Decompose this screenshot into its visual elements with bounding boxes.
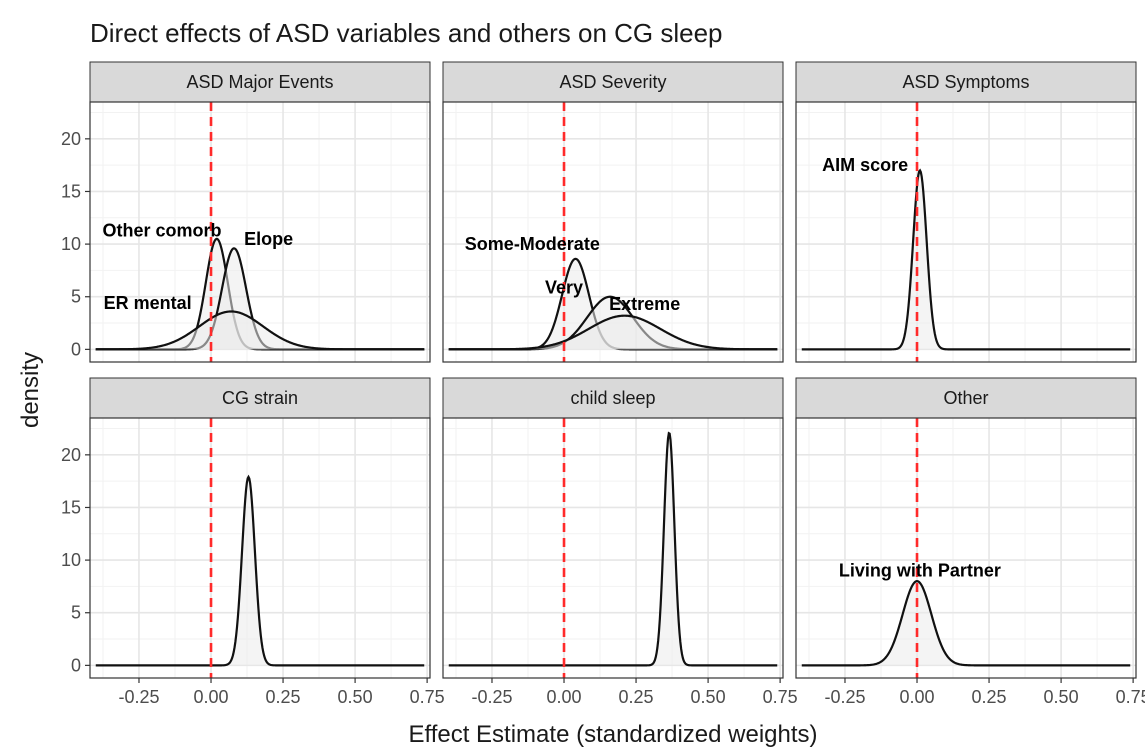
y-tick-label: 15 [61,181,81,201]
chart-title: Direct effects of ASD variables and othe… [90,18,723,48]
panel-background [90,102,430,362]
density-layer [448,431,778,667]
x-tick-label: 0.00 [899,687,934,707]
facet-strip [442,377,784,419]
density-layer [95,237,425,351]
x-tick-label: 0.75 [1116,687,1145,707]
facet-strip-label: child sleep [570,388,655,408]
panel-border [442,417,784,679]
x-tick-label: 0.25 [266,687,301,707]
density-layer [801,168,1131,351]
y-tick-label: 5 [71,603,81,623]
panel-border [795,417,1137,679]
facet-strip [795,377,1137,419]
facet-panel-5: child sleep -0.25 0.00 0.25 0.50 0.75 [442,377,798,707]
facet-panel-4: CG strain 0 5 10 15 20 -0.25 0.00 0.25 0.50 0.75 [61,377,445,707]
facet-panel-1: ASD Major Events Other comorb Elope ER ment… [61,61,431,363]
x-tick-label: -0.25 [118,687,159,707]
panel-background [796,418,1136,678]
density-curve-1 [448,431,778,667]
panel-border [89,101,431,363]
x-tick-label: -0.25 [471,687,512,707]
x-tick-label: -0.25 [824,687,865,707]
facet-strip-label: ASD Major Events [186,72,333,92]
panel-border [442,101,784,363]
series-label: Living with Partner [839,561,1001,581]
density-layer [95,474,425,667]
facet-strip [442,61,784,103]
y-tick-label: 20 [61,129,81,149]
x-tick-label: 0.00 [193,687,228,707]
series-label: Other comorb [103,220,222,240]
density-area-3 [95,311,425,350]
density-curve-1 [95,474,425,667]
panel-border [795,101,1137,363]
x-axis-title: Effect Estimate (standardized weights) [408,721,817,748]
panel-border [89,417,431,679]
panel-background [796,102,1136,362]
x-tick-label: 0.75 [763,687,798,707]
series-label: Elope [244,229,293,249]
x-tick-label: 0.50 [338,687,373,707]
facet-strip-label: ASD Symptoms [902,72,1029,92]
facet-strip-label: CG strain [222,388,298,408]
facet-strip [795,61,1137,103]
y-tick-label: 5 [71,287,81,307]
y-tick-label: 0 [71,655,81,675]
facet-panel-2: ASD Severity Some-Moderate Very Extreme [442,61,784,363]
panel-background [443,418,783,678]
y-tick-label: 15 [61,497,81,517]
series-label: Very [545,277,583,297]
density-curve-1 [801,168,1131,351]
facet-panel-6: Other Living with Partner -0.25 0.00 0.25 0.5… [795,377,1145,707]
x-tick-label: 0.25 [619,687,654,707]
density-area-3 [448,315,778,350]
y-tick-label: 0 [71,339,81,359]
density-layer [801,580,1131,667]
density-curve-3 [448,314,778,351]
y-tick-label: 10 [61,550,81,570]
x-tick-label: 0.75 [410,687,445,707]
x-tick-label: 0.50 [1044,687,1079,707]
facet-panel-3: ASD Symptoms AIM score [795,61,1137,363]
series-label: AIM score [822,155,908,175]
facet-strip [89,377,431,419]
density-curve-3 [95,310,425,351]
facet-strip-label: Other [943,388,988,408]
series-label: Some-Moderate [465,234,600,254]
x-tick-label: 0.25 [972,687,1007,707]
density-layer [448,257,778,351]
x-tick-label: 0.00 [546,687,581,707]
series-label: ER mental [104,293,192,313]
y-tick-label: 20 [61,445,81,465]
density-curve-1 [801,580,1131,667]
y-axis-title: density [17,352,44,428]
x-tick-label: 0.50 [691,687,726,707]
facet-strip-label: ASD Severity [559,72,666,92]
y-tick-label: 10 [61,234,81,254]
facet-strip [89,61,431,103]
series-label: Extreme [609,294,680,314]
